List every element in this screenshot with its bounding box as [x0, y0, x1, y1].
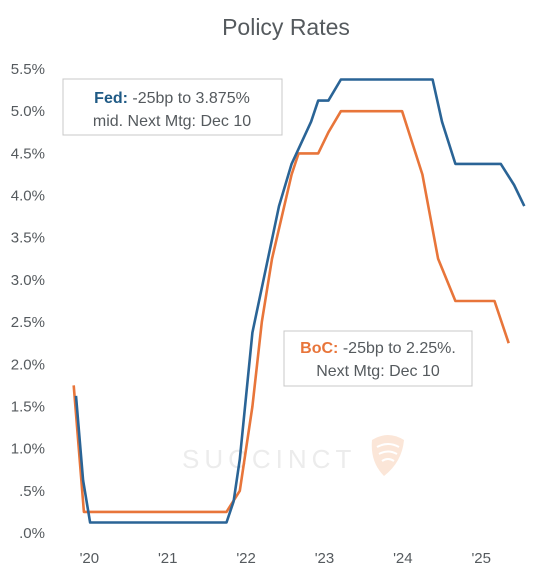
y-tick-label: 3.5%: [11, 230, 45, 247]
y-tick-label: 3.0%: [11, 272, 45, 289]
x-tick-label: '21: [158, 550, 178, 567]
y-tick-label: 2.5%: [11, 314, 45, 331]
x-tick-label: '24: [393, 550, 413, 567]
x-tick-label: '22: [236, 550, 256, 567]
y-axis: .0% .5% 1.0% 1.5% 2.0% 2.5% 3.0% 3.5% 4.0% 4.5% 5.…: [11, 61, 45, 542]
fed-annotation: Fed: -25bp to 3.875% mid. Next Mtg: Dec …: [62, 78, 283, 136]
y-tick-label: 4.5%: [11, 145, 45, 162]
x-tick-label: '25: [471, 550, 491, 567]
boc-annotation-line2: Next Mtg: Dec 10: [316, 363, 440, 380]
boc-annotation-line1: -25bp to 2.25%.: [338, 340, 455, 357]
y-tick-label: 4.0%: [11, 188, 45, 205]
y-tick-label: .5%: [19, 483, 45, 500]
series-layer: [72, 78, 526, 524]
watermark-text: SUCCINCT: [182, 444, 356, 474]
y-tick-label: 5.0%: [11, 103, 45, 120]
series-line-boc: [72, 109, 510, 514]
y-tick-label: 1.0%: [11, 441, 45, 458]
boc-annotation-key: BoC:: [300, 340, 338, 357]
x-tick-label: '20: [80, 550, 100, 567]
y-tick-label: .0%: [19, 525, 45, 542]
boc-annotation: BoC: -25bp to 2.25%. Next Mtg: Dec 10: [283, 330, 473, 387]
watermark: SUCCINCT: [182, 435, 404, 476]
watermark-logo-icon: [371, 435, 404, 476]
fed-annotation-key: Fed:: [94, 90, 128, 107]
fed-annotation-box: [62, 78, 283, 136]
y-tick-label: 1.5%: [11, 398, 45, 415]
y-tick-label: 5.5%: [11, 61, 45, 78]
x-tick-label: '23: [315, 550, 335, 567]
chart-title: Policy Rates: [222, 14, 350, 40]
boc-annotation-box: [283, 330, 473, 387]
series-line-fed: [74, 78, 526, 524]
svg-text:BoC: -25bp to 2.25%.: BoC: -25bp to 2.25%.: [300, 340, 456, 357]
y-tick-label: 2.0%: [11, 356, 45, 373]
svg-text:Fed: -25bp to 3.875%: Fed: -25bp to 3.875%: [94, 90, 250, 107]
fed-annotation-line1: -25bp to 3.875%: [128, 90, 250, 107]
fed-annotation-line2: mid. Next Mtg: Dec 10: [93, 113, 251, 130]
x-axis: '20 '21 '22 '23 '24 '25: [80, 550, 491, 567]
